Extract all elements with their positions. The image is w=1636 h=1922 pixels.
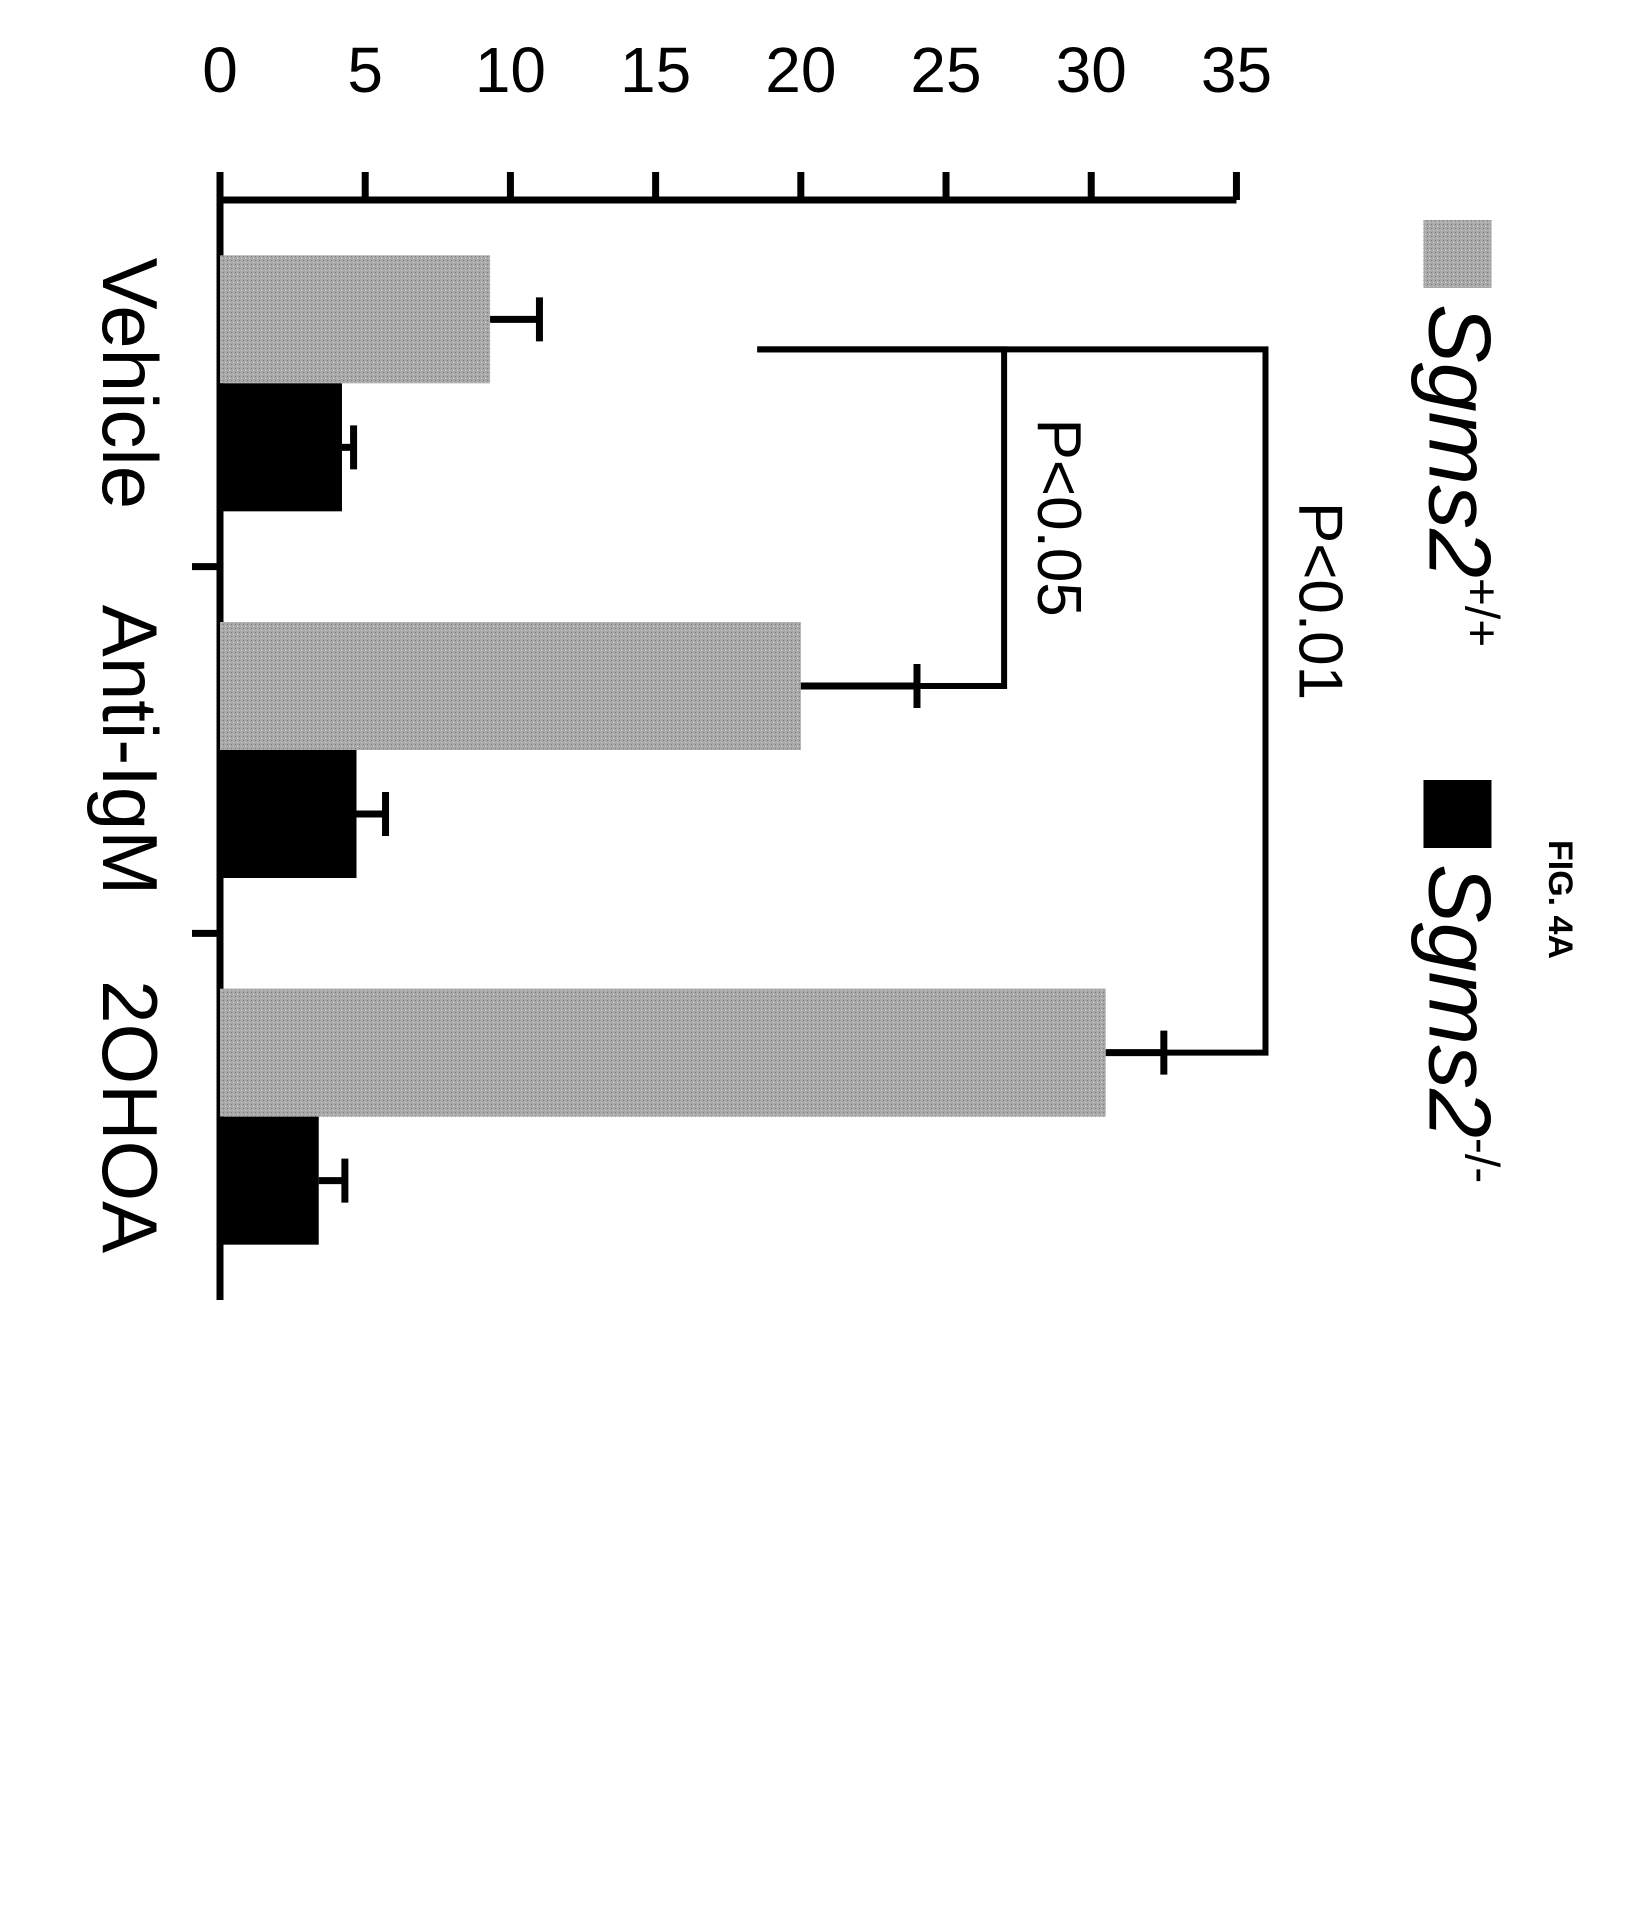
legend-label-name: Sgms2 — [1410, 864, 1509, 1138]
bar-ko — [220, 750, 357, 878]
y-tick-label: 0 — [202, 34, 238, 106]
bar-wt — [220, 622, 801, 750]
legend-swatch — [1423, 780, 1492, 848]
y-tick-label: 30 — [1056, 34, 1127, 106]
x-tick-label: 2OHOA — [86, 980, 174, 1253]
figure-label: FIG. 4A — [1541, 839, 1580, 960]
significance-label: P<0.05 — [1024, 419, 1093, 617]
bar-wt — [220, 988, 1106, 1117]
legend-label-superscript: -/- — [1454, 1138, 1507, 1183]
plot-area: 05101520253035Plasma membraneDAG/protein… — [86, 34, 1509, 1300]
legend-label-name: Sgms2 — [1410, 304, 1509, 578]
y-tick-label: 5 — [347, 34, 383, 106]
bar-ko — [220, 1116, 319, 1245]
legend-swatch — [1423, 220, 1492, 288]
significance-label: P<0.01 — [1285, 502, 1354, 700]
y-tick-label: 35 — [1201, 34, 1272, 106]
legend-label: Sgms2+/+ — [1410, 304, 1509, 647]
y-tick-label: 10 — [475, 34, 546, 106]
x-tick-label: Anti-IgM — [86, 605, 174, 895]
y-tick-label: 20 — [765, 34, 836, 106]
x-tick-label: Vehicle — [86, 258, 174, 510]
bar-wt — [220, 255, 491, 384]
bar-ko — [219, 383, 342, 512]
y-tick-label: 25 — [910, 34, 981, 106]
significance-bracket — [757, 346, 1269, 1056]
y-tick-label: 15 — [620, 34, 691, 106]
legend-label: Sgms2-/- — [1410, 864, 1509, 1183]
legend-label-superscript: +/+ — [1454, 578, 1507, 647]
